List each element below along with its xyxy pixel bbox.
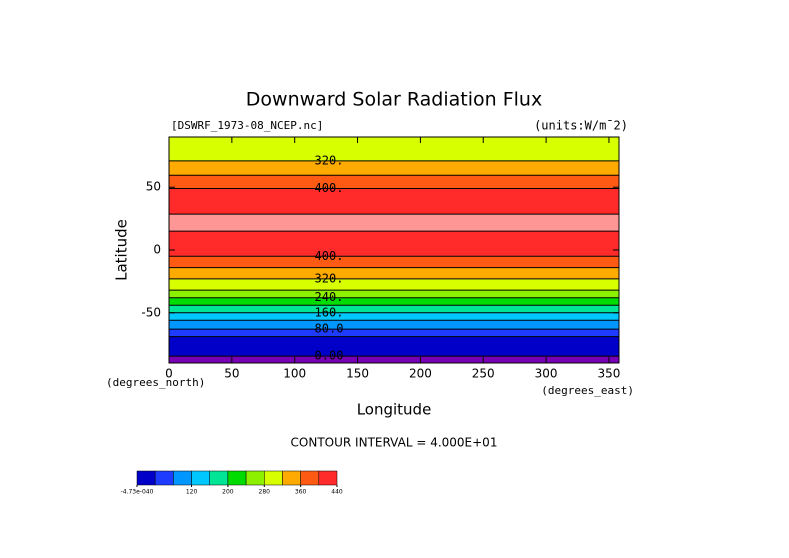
colorbar-tick-label: 440 <box>331 489 343 496</box>
contour-label: 320. <box>315 153 344 167</box>
contour-label: 400. <box>315 181 344 195</box>
band <box>169 329 619 337</box>
colorbar-box <box>227 470 247 486</box>
x-tick-label: 200 <box>409 367 432 381</box>
y-tick-label: 0 <box>153 243 161 257</box>
contour-label: 320. <box>315 271 344 285</box>
x-tick-label: 50 <box>224 367 239 381</box>
band <box>169 256 619 268</box>
colorbar-box <box>154 470 174 486</box>
colorbar-box <box>209 470 229 486</box>
x-tick-label: 250 <box>472 367 495 381</box>
colorbar-tick-label: 120 <box>186 489 198 496</box>
band <box>169 312 619 321</box>
contour-label: 240. <box>315 290 344 304</box>
contour-label: 160. <box>315 305 344 319</box>
colorbar-box <box>318 470 338 486</box>
colorbar-box <box>300 470 320 486</box>
y-tick-label: -50 <box>141 305 161 319</box>
colorbar-box <box>191 470 210 486</box>
band <box>169 267 619 279</box>
x-tick-label: 150 <box>346 367 369 381</box>
x-units: (degrees_east) <box>541 384 634 397</box>
colorbar-tick-label: 360 <box>295 489 307 496</box>
band <box>169 305 619 313</box>
file-label: [DSWRF_1973-08_NCEP.nc] <box>171 119 323 132</box>
units-label: (units:W/m¯2) <box>534 119 628 133</box>
band <box>169 290 619 298</box>
band <box>169 175 619 189</box>
x-tick-label: 350 <box>597 367 620 381</box>
band <box>169 320 619 330</box>
band <box>169 297 619 306</box>
colorbar-box <box>173 470 192 486</box>
contour-label: 400. <box>315 249 344 263</box>
y-axis-label: Latitude <box>113 219 131 281</box>
band <box>169 336 619 357</box>
colorbar-tick-label: -4.73e-040 <box>121 489 154 496</box>
x-tick-label: 100 <box>283 367 306 381</box>
x-tick-label: 0 <box>165 367 173 381</box>
contour-label: 0.00 <box>315 349 344 363</box>
band <box>169 278 619 291</box>
footer: CONTOUR INTERVAL = 4.000E+01 <box>291 436 498 450</box>
colorbar-box <box>282 470 301 486</box>
y-units: (degrees_north) <box>106 376 205 389</box>
colorbar-box <box>136 470 156 486</box>
x-tick-label: 300 <box>535 367 558 381</box>
colorbar-tick-label: 280 <box>259 489 271 496</box>
band <box>169 137 619 161</box>
y-tick-label: 50 <box>146 180 161 194</box>
band <box>169 160 619 176</box>
colorbar-box <box>264 470 283 486</box>
band <box>169 214 619 232</box>
contour-label: 80.0 <box>315 322 344 336</box>
band <box>169 231 619 257</box>
band <box>169 188 619 215</box>
colorbar-box <box>245 470 265 486</box>
x-axis-label: Longitude <box>357 401 432 419</box>
band <box>169 356 619 363</box>
colorbar-tick-label: 200 <box>222 489 234 496</box>
chart-title: Downward Solar Radiation Flux <box>246 89 542 111</box>
